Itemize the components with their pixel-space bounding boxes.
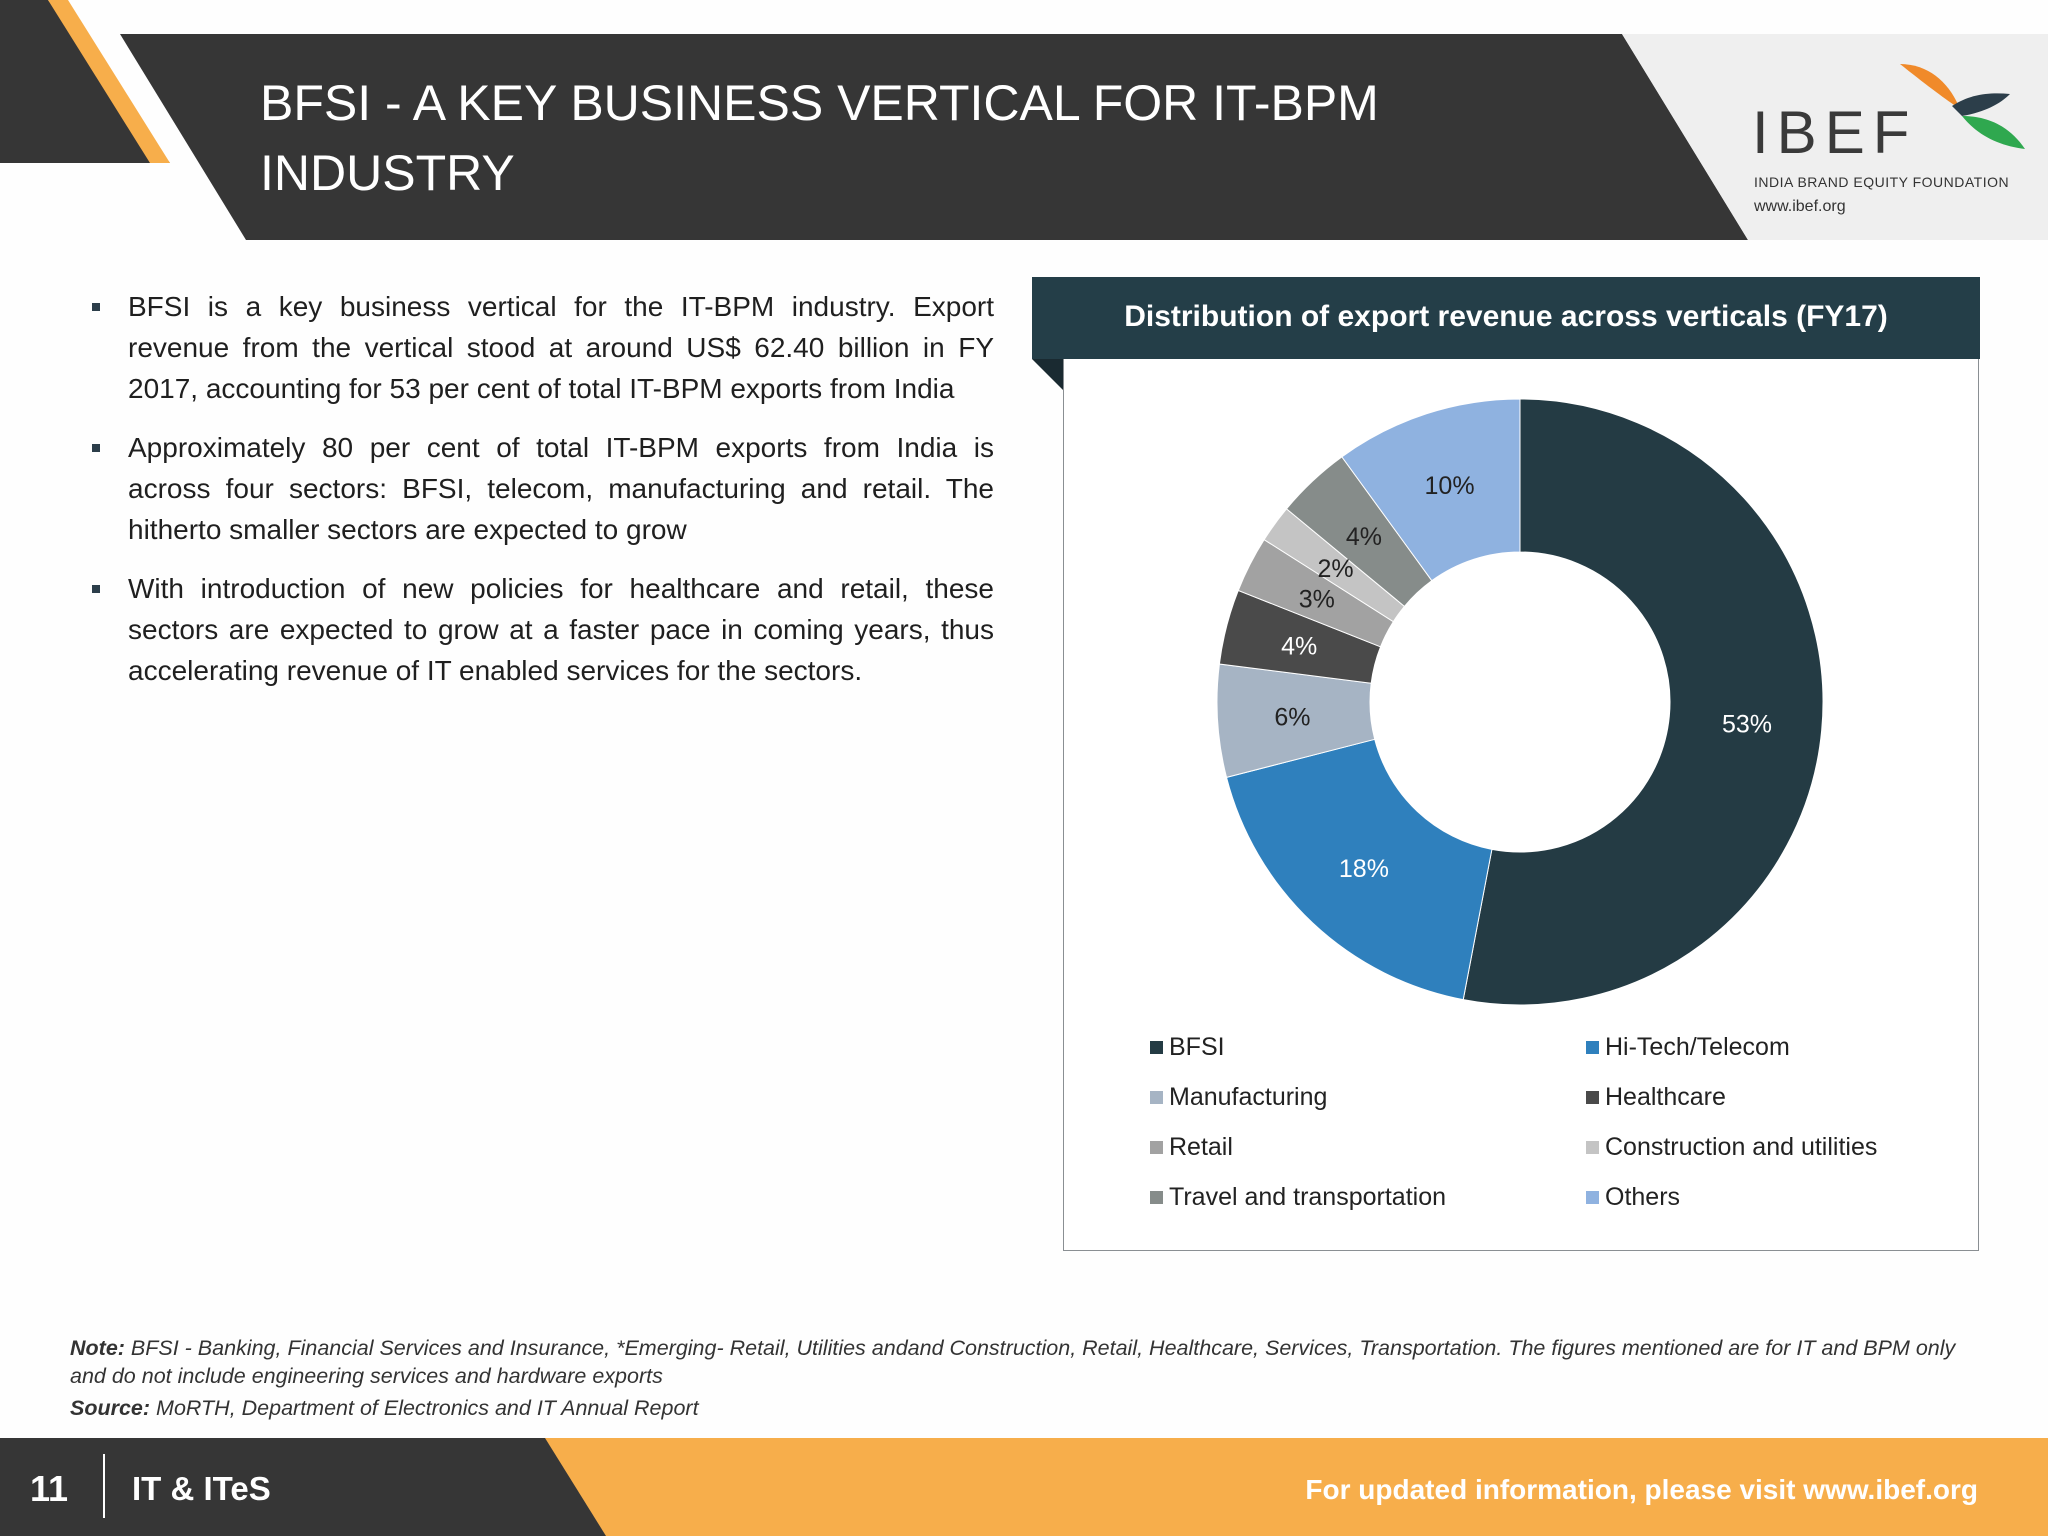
- legend-label: Construction and utilities: [1605, 1133, 1878, 1161]
- legend-item: Hi-Tech/Telecom: [1586, 1033, 1790, 1062]
- donut-slices: [1216, 398, 1824, 1006]
- note-label: Note:: [70, 1336, 125, 1360]
- bullet-square-icon: [92, 303, 100, 311]
- bullet-text: With introduction of new policies for he…: [128, 573, 994, 686]
- legend-swatch: [1150, 1041, 1163, 1054]
- chart-title-bar: [1032, 277, 1980, 359]
- bullet-item: With introduction of new policies for he…: [90, 568, 994, 691]
- bullet-square-icon: [92, 585, 100, 593]
- footer-divider: [103, 1454, 105, 1518]
- chart-note: Note: BFSI - Banking, Financial Services…: [70, 1334, 1970, 1390]
- legend-label: Retail: [1169, 1133, 1233, 1161]
- bullet-text: BFSI is a key business vertical for the …: [128, 291, 994, 404]
- source-text: MoRTH, Department of Electronics and IT …: [150, 1396, 699, 1420]
- slice-label: 10%: [1425, 472, 1475, 500]
- bullet-item: Approximately 80 per cent of total IT-BP…: [90, 427, 994, 550]
- chart-title-fold: [1032, 359, 1063, 390]
- legend-swatch: [1150, 1191, 1163, 1204]
- note-text: BFSI - Banking, Financial Services and I…: [70, 1336, 1956, 1388]
- legend-label: Manufacturing: [1169, 1083, 1328, 1111]
- logo-subtitle: INDIA BRAND EQUITY FOUNDATION: [1754, 174, 2010, 190]
- legend-swatch: [1586, 1041, 1599, 1054]
- slice-label: 4%: [1281, 632, 1317, 660]
- legend-item: Manufacturing: [1150, 1083, 1327, 1112]
- slice-label: 3%: [1299, 585, 1335, 613]
- slice-label: 53%: [1722, 710, 1772, 738]
- slice-label: 4%: [1346, 523, 1382, 551]
- legend-item: Retail: [1150, 1133, 1233, 1162]
- bullet-list: BFSI is a key business vertical for the …: [90, 286, 994, 709]
- legend-item: Others: [1586, 1183, 1680, 1212]
- footer-band: [0, 1438, 2048, 1536]
- legend-item: Healthcare: [1586, 1083, 1726, 1112]
- page-number: 11: [30, 1468, 69, 1509]
- legend-item: Construction and utilities: [1586, 1133, 1877, 1162]
- source-label: Source:: [70, 1396, 151, 1420]
- footer-website-link[interactable]: For updated information, please visit ww…: [1305, 1474, 1978, 1505]
- logo-wordmark: IBEF: [1752, 99, 1918, 166]
- footer-section-title: IT & ITeS: [132, 1470, 271, 1507]
- legend-label: BFSI: [1169, 1033, 1225, 1061]
- legend-swatch: [1586, 1091, 1599, 1104]
- donut-chart: 53% 18% 6% 4% 3%2% 4% 10%: [1216, 398, 1824, 1006]
- donut-slice-labels: 53% 18% 6% 4% 3%2% 4% 10%: [1274, 472, 1772, 883]
- legend-label: Healthcare: [1605, 1083, 1726, 1111]
- donut-slice-hi-tech-telecom: [1225, 738, 1493, 1001]
- donut-slice-bfsi: [1462, 398, 1824, 1006]
- header-title-bar: [120, 34, 1748, 240]
- legend-item: BFSI: [1150, 1033, 1225, 1062]
- legend-swatch: [1150, 1141, 1163, 1154]
- chart-title: Distribution of export revenue across ve…: [1124, 300, 1888, 333]
- header-band: [0, 0, 2048, 240]
- donut-slice-others: [1341, 398, 1521, 582]
- legend-item: Travel and transportation: [1150, 1183, 1446, 1212]
- legend-swatch: [1586, 1191, 1599, 1204]
- header-orange-stripe: [48, 0, 170, 163]
- bullet-text: Approximately 80 per cent of total IT-BP…: [128, 432, 994, 545]
- bullet-square-icon: [92, 444, 100, 452]
- legend-label: Others: [1605, 1183, 1681, 1211]
- slice-label: 2%: [1317, 555, 1353, 583]
- slice-label: 18%: [1339, 855, 1389, 883]
- bullet-item: BFSI is a key business vertical for the …: [90, 286, 994, 409]
- logo-url[interactable]: www.ibef.org: [1754, 198, 1846, 215]
- legend-label: Travel and transportation: [1169, 1183, 1447, 1211]
- legend-swatch: [1586, 1141, 1599, 1154]
- legend-swatch: [1150, 1091, 1163, 1104]
- legend-label: Hi-Tech/Telecom: [1605, 1033, 1790, 1061]
- slice-label: 6%: [1274, 703, 1310, 731]
- chart-source: Source: MoRTH, Department of Electronics…: [70, 1396, 699, 1421]
- footer-dark-block: [0, 1438, 606, 1536]
- page-title: BFSI - A KEY BUSINESS VERTICAL FOR IT-BP…: [260, 75, 1379, 201]
- ibef-bird-logo-icon: [1900, 64, 2025, 149]
